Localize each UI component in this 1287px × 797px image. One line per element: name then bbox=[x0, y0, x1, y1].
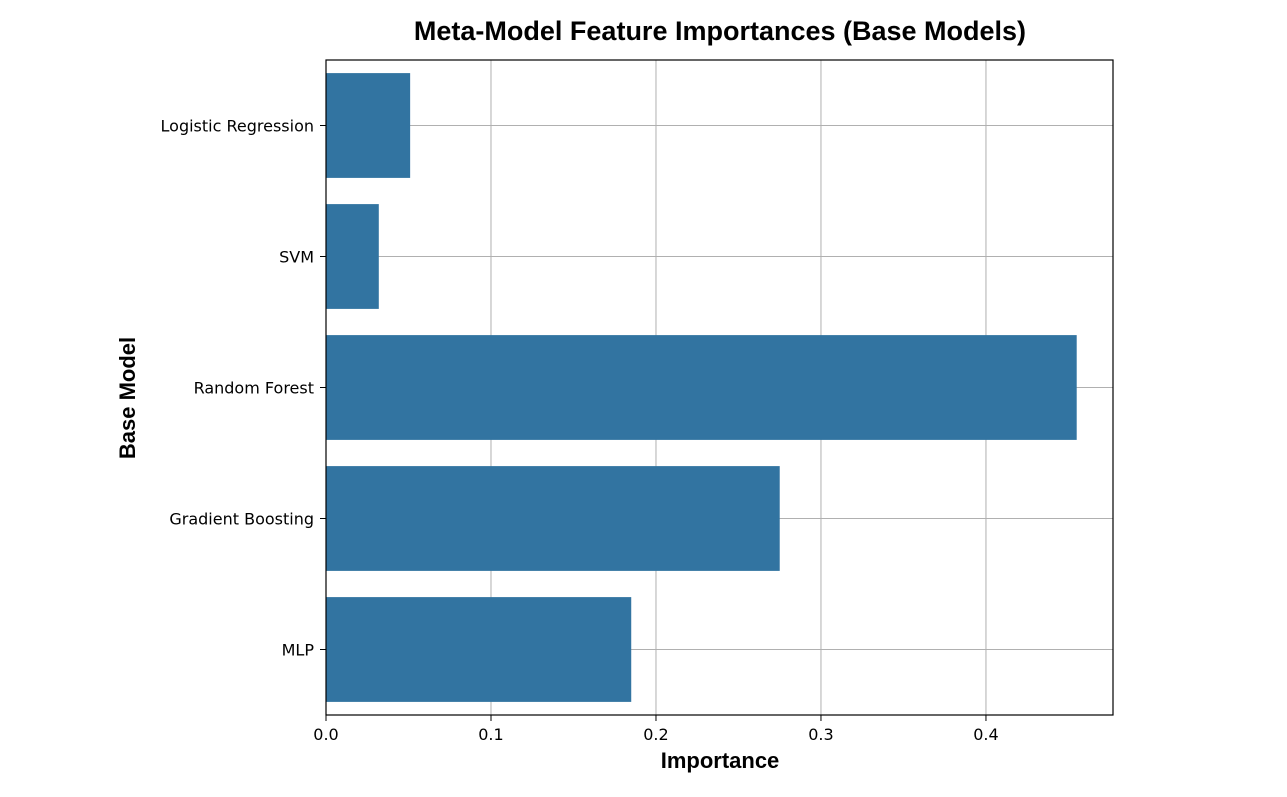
bar bbox=[326, 204, 379, 309]
y-axis-ticks: Logistic Regression SVM Random Forest Gradi… bbox=[161, 117, 326, 660]
bar bbox=[326, 466, 780, 571]
y-tick-label: Gradient Boosting bbox=[169, 510, 314, 529]
y-tick-label: Logistic Regression bbox=[161, 117, 314, 136]
bar-series bbox=[326, 73, 1077, 702]
bar bbox=[326, 73, 411, 178]
bar bbox=[326, 597, 632, 702]
x-tick-label: 0.1 bbox=[478, 725, 503, 744]
x-tick-label: 0.4 bbox=[973, 725, 998, 744]
x-tick-label: 0.3 bbox=[808, 725, 833, 744]
x-tick-label: 0.2 bbox=[643, 725, 668, 744]
chart-title: Meta-Model Feature Importances (Base Mod… bbox=[414, 16, 1026, 46]
bar bbox=[326, 335, 1077, 440]
y-tick-label: MLP bbox=[282, 641, 315, 660]
y-tick-label: Random Forest bbox=[194, 379, 314, 398]
y-axis-label: Base Model bbox=[115, 337, 140, 459]
x-axis-label: Importance bbox=[661, 748, 780, 773]
x-axis-ticks: 0.0 0.1 0.2 0.3 0.4 bbox=[313, 715, 999, 744]
y-tick-label: SVM bbox=[279, 248, 314, 267]
x-tick-label: 0.0 bbox=[313, 725, 338, 744]
